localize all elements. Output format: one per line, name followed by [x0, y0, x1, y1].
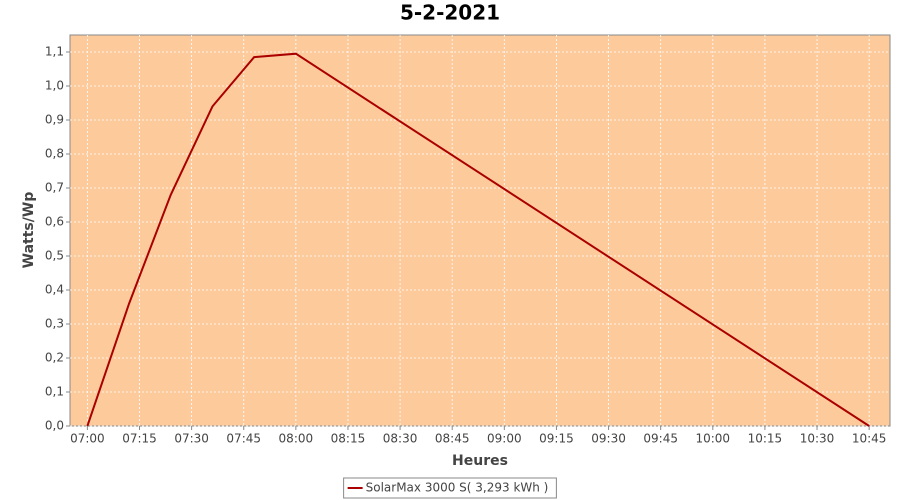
y-tick-label: 0,2 — [45, 351, 64, 365]
x-tick-label: 07:30 — [174, 432, 209, 446]
chart-title: 5-2-2021 — [400, 1, 500, 25]
y-tick-label: 0,0 — [45, 419, 64, 433]
y-tick-label: 0,7 — [45, 181, 64, 195]
y-tick-label: 0,8 — [45, 147, 64, 161]
y-tick-label: 1,0 — [45, 79, 64, 93]
y-tick-label: 0,1 — [45, 385, 64, 399]
x-tick-label: 08:15 — [331, 432, 366, 446]
x-tick-label: 10:45 — [852, 432, 887, 446]
x-tick-label: 09:00 — [487, 432, 522, 446]
x-tick-label: 10:30 — [800, 432, 835, 446]
x-tick-label: 07:15 — [122, 432, 157, 446]
y-tick-label: 0,9 — [45, 113, 64, 127]
x-tick-label: 07:00 — [70, 432, 105, 446]
x-tick-label: 10:15 — [748, 432, 783, 446]
x-tick-label: 07:45 — [226, 432, 261, 446]
y-axis-label: Watts/Wp — [21, 192, 37, 269]
y-tick-label: 1,1 — [45, 45, 64, 59]
plot-area — [69, 34, 891, 427]
legend: SolarMax 3000 S( 3,293 kWh ) — [343, 477, 557, 499]
x-axis-label: Heures — [452, 453, 508, 469]
y-tick-label: 0,3 — [45, 317, 64, 331]
legend-label: SolarMax 3000 S( 3,293 kWh ) — [366, 481, 549, 495]
y-tick-label: 0,4 — [45, 283, 64, 297]
x-tick-label: 08:00 — [279, 432, 314, 446]
x-tick-label: 09:30 — [591, 432, 626, 446]
x-tick-label: 08:30 — [383, 432, 418, 446]
y-tick-label: 0,6 — [45, 215, 64, 229]
x-tick-label: 09:45 — [643, 432, 678, 446]
data-line — [86, 52, 870, 427]
x-tick-label: 10:00 — [695, 432, 730, 446]
legend-box — [343, 477, 557, 499]
x-tick-label: 09:15 — [539, 432, 574, 446]
y-tick-label: 0,5 — [45, 249, 64, 263]
x-tick-label: 08:45 — [435, 432, 470, 446]
